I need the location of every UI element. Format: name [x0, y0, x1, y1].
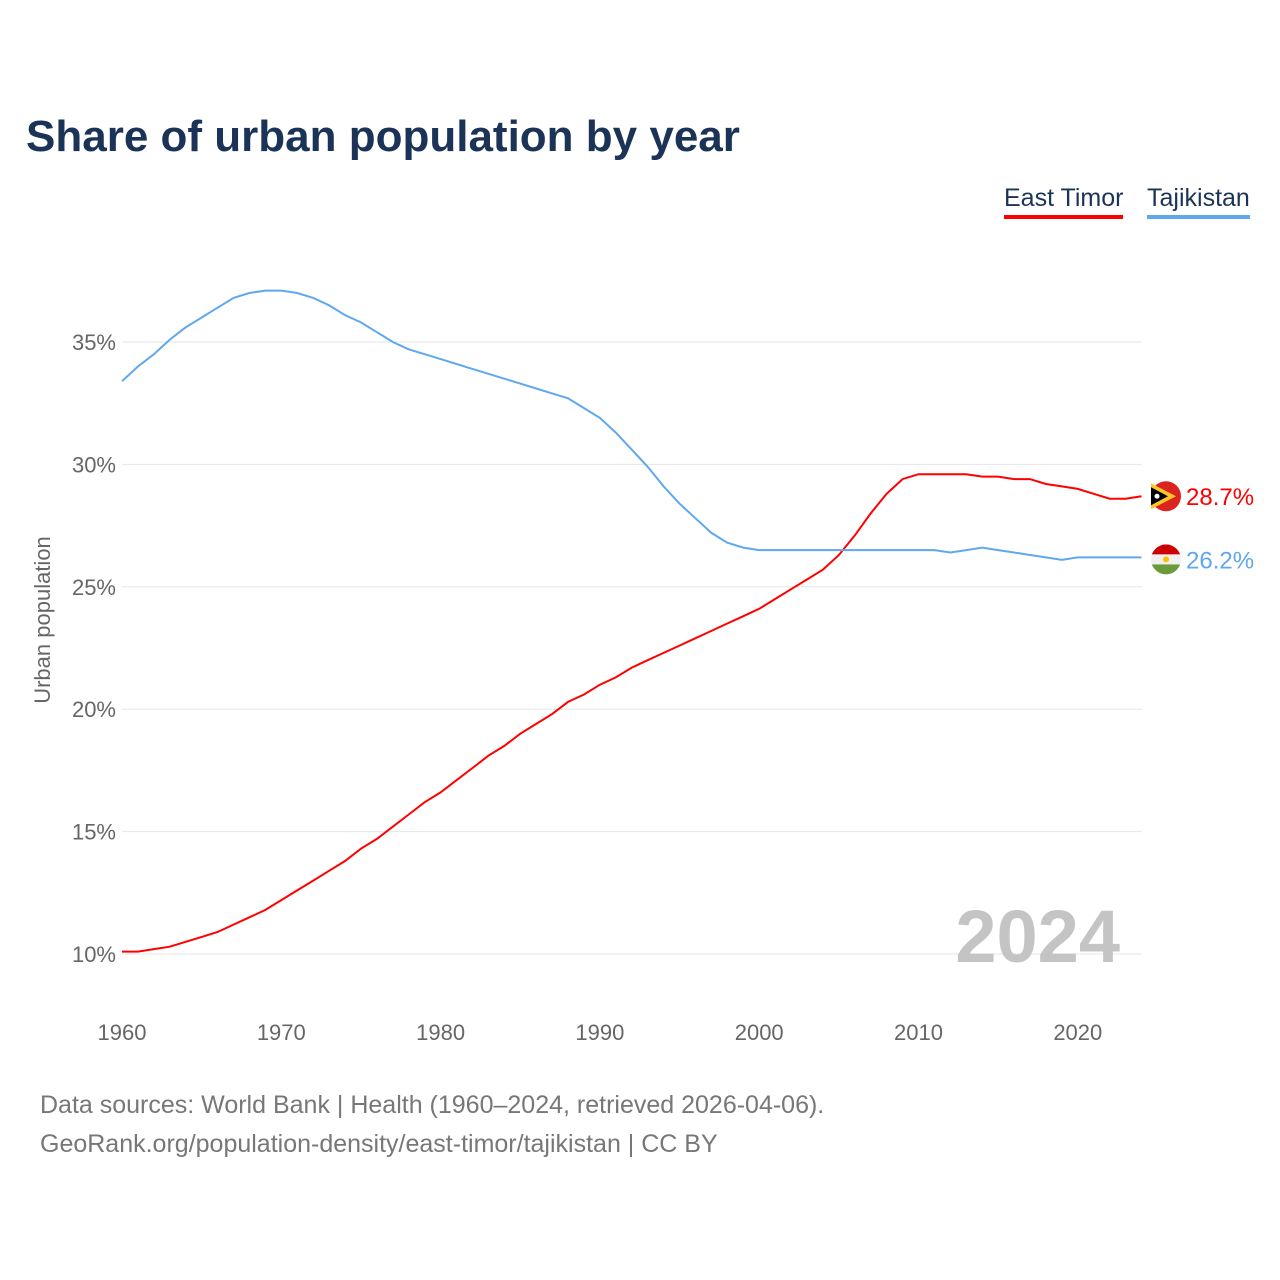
x-tick-label: 1960	[98, 1020, 147, 1045]
y-tick-label: 10%	[72, 942, 116, 967]
series-line-tajikistan	[121, 289, 1142, 561]
x-tick-label: 1980	[416, 1020, 465, 1045]
end-value-label: 26.2%	[1186, 547, 1254, 574]
y-axis-label: Urban population	[30, 536, 55, 704]
y-tick-label: 25%	[72, 575, 116, 600]
y-tick-label: 20%	[72, 697, 116, 722]
year-watermark: 2024	[955, 895, 1120, 978]
x-tick-label: 2020	[1053, 1020, 1102, 1045]
chart-title: Share of urban population by year	[26, 112, 740, 161]
x-tick-label: 1970	[257, 1020, 306, 1045]
source-note: Data sources: World Bank | Health (1960–…	[40, 1086, 824, 1164]
y-tick-label: 35%	[72, 330, 116, 355]
legend-tajikistan[interactable]: Tajikistan	[1147, 184, 1250, 219]
x-tick-label: 2000	[735, 1020, 784, 1045]
y-tick-label: 15%	[72, 820, 116, 845]
y-tick-label: 30%	[72, 452, 116, 477]
legend-east-timor[interactable]: East Timor	[1004, 184, 1124, 219]
x-tick-label: 1990	[575, 1020, 624, 1045]
east-timor-flag-icon	[1151, 481, 1181, 512]
source-line-1: Data sources: World Bank | Health (1960–…	[40, 1091, 825, 1119]
tajikistan-flag-icon	[1151, 544, 1181, 575]
source-line-2[interactable]: GeoRank.org/population-density/east-timo…	[40, 1130, 718, 1158]
x-tick-label: 2010	[894, 1020, 943, 1045]
end-value-label: 28.7%	[1186, 484, 1254, 511]
series-line-east-timor	[122, 473, 1142, 953]
